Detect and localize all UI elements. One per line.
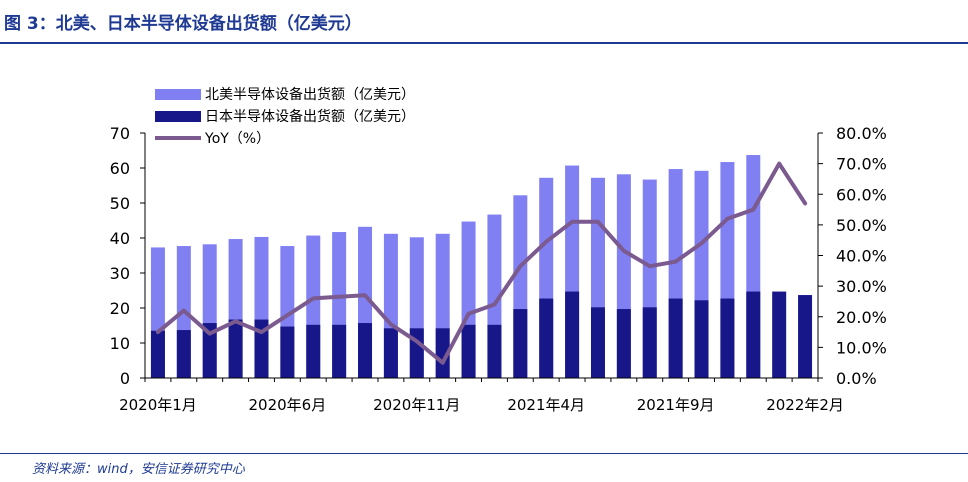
chart-svg: 北美半导体设备出货额（亿美元） 日本半导体设备出货额（亿美元） YoY（%） 0… bbox=[110, 86, 887, 414]
legend-label-japan: 日本半导体设备出货额（亿美元） bbox=[205, 108, 415, 125]
bar-japan bbox=[150, 330, 165, 378]
left-axis-tick-label: 0 bbox=[120, 369, 130, 388]
right-axis-tick-label: 60.0% bbox=[836, 185, 887, 204]
bar-japan bbox=[668, 298, 683, 378]
bar-japan bbox=[513, 309, 528, 378]
yoy-line-layer bbox=[155, 161, 808, 365]
bar-japan bbox=[642, 307, 657, 378]
right-axis-tick-label: 20.0% bbox=[836, 308, 887, 327]
chart-legend: 北美半导体设备出货额（亿美元） 日本半导体设备出货额（亿美元） YoY（%） bbox=[155, 86, 415, 147]
bar-japan bbox=[461, 324, 476, 378]
legend-label-yoy: YoY（%） bbox=[204, 131, 270, 147]
bar-japan bbox=[383, 328, 398, 378]
yoy-line bbox=[155, 161, 808, 365]
right-axis-tick-label: 70.0% bbox=[836, 155, 887, 174]
bar-japan bbox=[176, 330, 191, 378]
x-axis-tick-label: 2020年1月 bbox=[119, 396, 197, 414]
bar-japan bbox=[798, 295, 813, 378]
legend-label-north-america: 北美半导体设备出货额（亿美元） bbox=[205, 86, 415, 103]
right-axis-tick-label: 40.0% bbox=[836, 247, 887, 266]
bar-japan bbox=[332, 324, 347, 378]
bar-japan bbox=[616, 309, 631, 378]
left-axis-tick-label: 70 bbox=[110, 124, 130, 143]
bar-japan bbox=[772, 291, 787, 378]
right-axis-tick-label: 0.0% bbox=[836, 369, 877, 388]
figure-title: 图 3：北美、日本半导体设备出货额（亿美元） bbox=[4, 14, 362, 34]
bar-japan bbox=[358, 323, 373, 378]
source-note: 资料来源：wind，安信证券研究中心 bbox=[32, 462, 245, 477]
left-axis-tick-label: 60 bbox=[110, 159, 130, 178]
bar-japan bbox=[306, 324, 321, 378]
right-axis-tick-label: 50.0% bbox=[836, 216, 887, 235]
x-axis-tick-label: 2022年2月 bbox=[766, 396, 844, 414]
source-divider bbox=[0, 453, 968, 454]
left-axis-tick-label: 50 bbox=[110, 194, 130, 213]
x-axis-tick-label: 2020年11月 bbox=[373, 396, 460, 414]
x-axis-tick-label: 2021年4月 bbox=[507, 396, 585, 414]
legend-swatch-japan bbox=[155, 111, 201, 122]
left-axis-tick-label: 40 bbox=[110, 229, 130, 248]
bar-japan bbox=[487, 324, 502, 378]
bar-japan bbox=[254, 319, 269, 378]
x-axis-tick-label: 2020年6月 bbox=[249, 396, 327, 414]
bar-japan bbox=[435, 328, 450, 378]
left-axis-tick-label: 20 bbox=[110, 299, 130, 318]
right-axis-tick-label: 80.0% bbox=[836, 124, 887, 143]
bar-japan bbox=[228, 319, 243, 378]
right-axis-tick-label: 30.0% bbox=[836, 277, 887, 296]
bar-japan bbox=[590, 307, 605, 378]
bars-japan bbox=[150, 291, 813, 378]
bar-japan bbox=[565, 291, 580, 378]
bar-japan bbox=[746, 291, 761, 378]
bar-japan bbox=[720, 298, 735, 378]
bar-japan bbox=[539, 298, 554, 378]
bar-japan bbox=[202, 323, 217, 378]
right-axis-tick-label: 10.0% bbox=[836, 338, 887, 357]
left-axis-tick-label: 30 bbox=[110, 264, 130, 283]
legend-swatch-north-america bbox=[155, 89, 201, 100]
title-divider bbox=[0, 42, 968, 44]
chart-axes: 0 10 20 30 40 50 60 70 0.0% 10.0% 20.0% 30.0% 40.0% 5… bbox=[110, 124, 887, 414]
left-axis-tick-label: 10 bbox=[110, 334, 130, 353]
x-axis-tick-label: 2021年9月 bbox=[637, 396, 715, 414]
bar-japan bbox=[694, 300, 709, 378]
bar-japan bbox=[280, 326, 295, 378]
